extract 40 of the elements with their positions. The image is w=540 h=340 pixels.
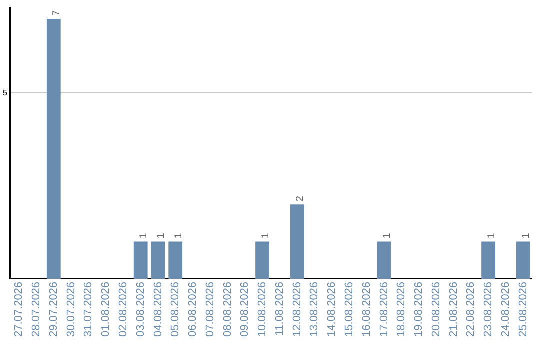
x-tick-label: 12.08.2026 bbox=[291, 282, 304, 338]
x-tick-label: 03.08.2026 bbox=[134, 282, 147, 338]
x-tick-label: 04.08.2026 bbox=[152, 282, 164, 338]
x-tick-label: 09.08.2026 bbox=[239, 282, 252, 338]
x-tick-label: 08.08.2026 bbox=[222, 282, 234, 338]
x-tick-label: 18.08.2026 bbox=[396, 282, 408, 338]
x-tick-label: 07.08.2026 bbox=[204, 282, 216, 338]
x-tick-label: 13.08.2026 bbox=[308, 282, 321, 338]
x-tick-label: 17.08.2026 bbox=[378, 282, 390, 338]
data-label: 2 bbox=[295, 196, 306, 202]
x-tick-label: 28.07.2026 bbox=[30, 282, 43, 338]
data-label: 1 bbox=[521, 232, 532, 239]
data-label: 1 bbox=[260, 232, 272, 239]
x-tick-label: 19.08.2026 bbox=[413, 282, 426, 338]
x-tick-label: 05.08.2026 bbox=[170, 282, 182, 338]
x-tick-label: 30.07.2026 bbox=[65, 282, 78, 338]
data-label: 1 bbox=[156, 232, 167, 239]
data-label: 1 bbox=[173, 232, 184, 239]
x-tick-label: 25.08.2026 bbox=[517, 282, 530, 338]
x-tick-label: 27.07.2026 bbox=[13, 282, 26, 338]
x-tick-label: 10.08.2026 bbox=[256, 282, 269, 338]
x-tick-label: 21.08.2026 bbox=[448, 282, 460, 338]
data-label: 1 bbox=[486, 232, 498, 239]
x-tick-label: 01.08.2026 bbox=[100, 282, 112, 338]
x-tick-label: 15.08.2026 bbox=[343, 282, 356, 338]
x-tick-label: 06.08.2026 bbox=[187, 282, 200, 338]
data-label: 1 bbox=[382, 232, 393, 239]
x-tick-label: 24.08.2026 bbox=[500, 282, 512, 338]
data-label: 7 bbox=[52, 10, 63, 16]
x-tick-label: 02.08.2026 bbox=[117, 282, 130, 338]
x-tick-label: 31.07.2026 bbox=[82, 282, 95, 338]
x-tick-label: 11.08.2026 bbox=[274, 282, 286, 336]
x-tick-label: 29.07.2026 bbox=[48, 282, 60, 338]
data-label: 1 bbox=[138, 232, 150, 239]
x-tick-label: 14.08.2026 bbox=[326, 282, 338, 338]
y-tick-label: 5 bbox=[2, 88, 8, 98]
x-tick-label: 23.08.2026 bbox=[482, 282, 495, 338]
x-tick-label: 22.08.2026 bbox=[465, 282, 478, 338]
x-tick-label: 16.08.2026 bbox=[360, 282, 373, 338]
x-tick-label: 20.08.2026 bbox=[430, 282, 442, 338]
